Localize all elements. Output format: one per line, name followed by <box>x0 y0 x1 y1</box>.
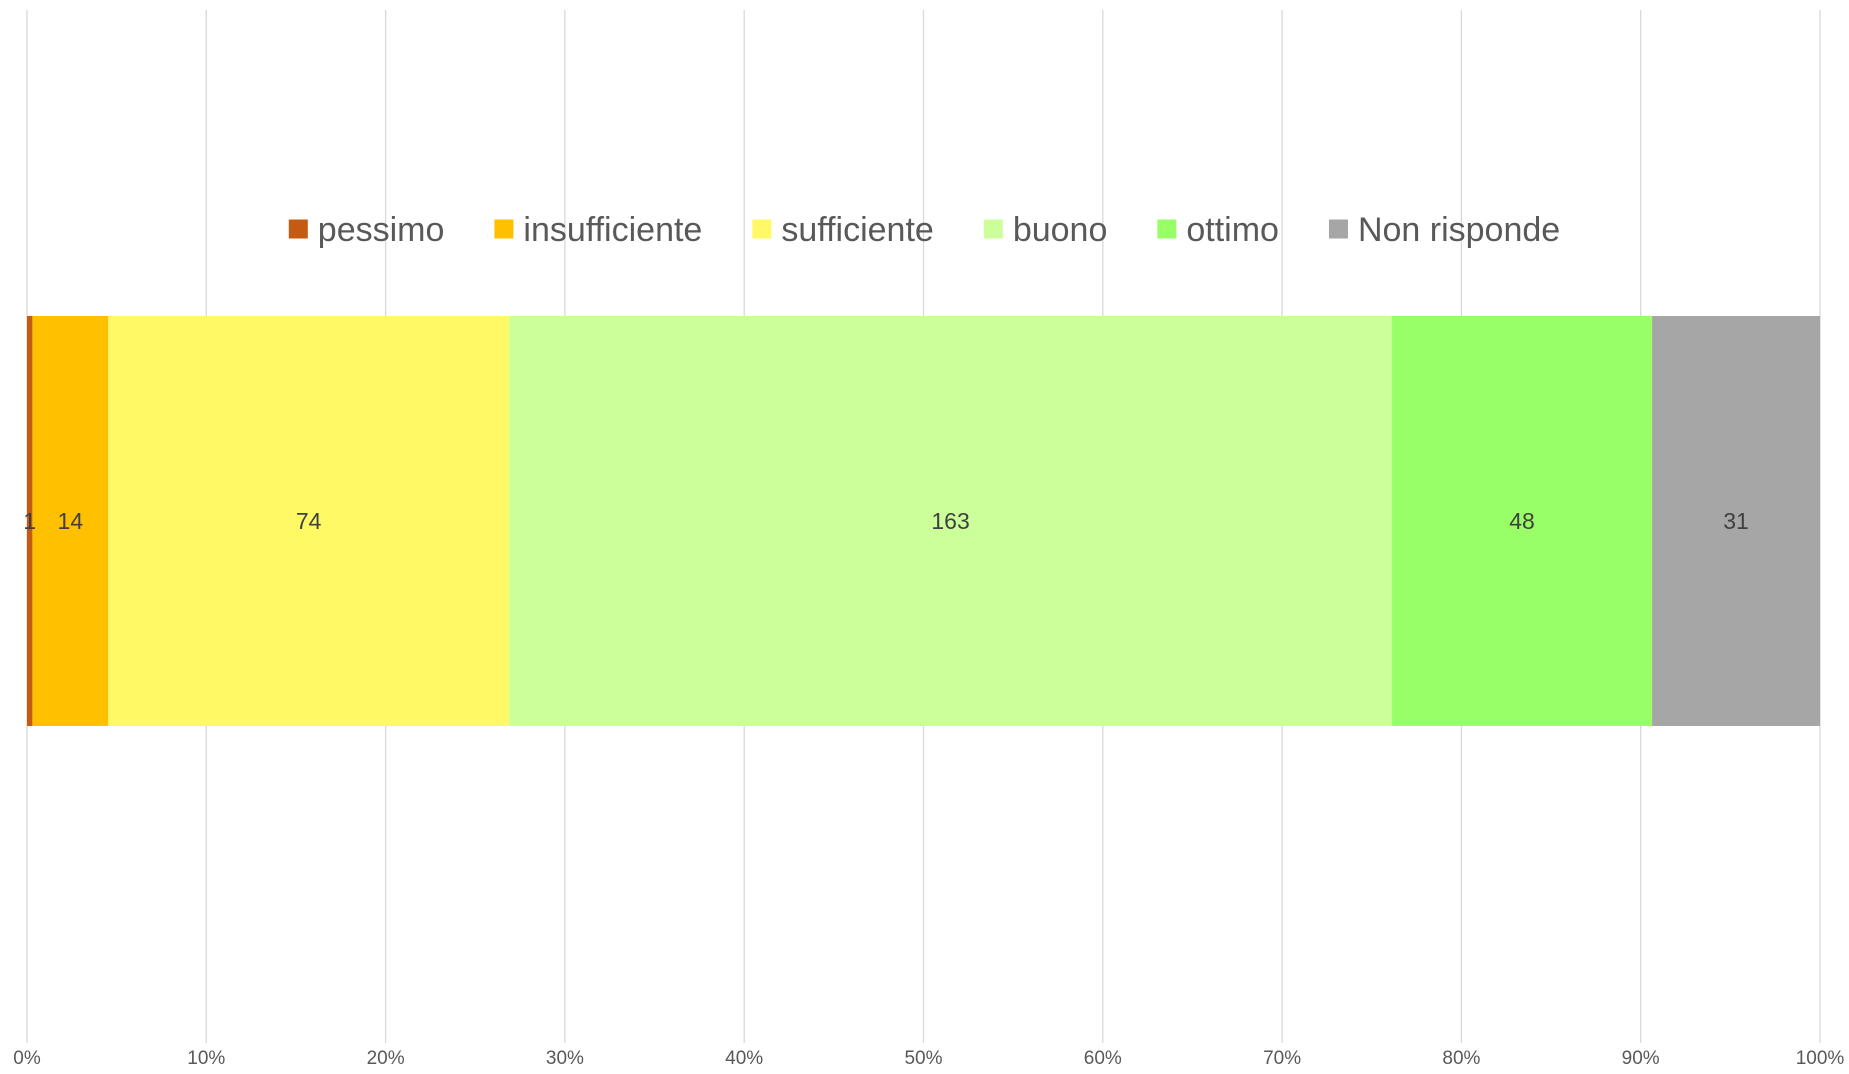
x-axis-tick-labels: 0% 10% 20% 30% 40% 50% 60% 70% 80% 90% 100% <box>13 1048 1844 1069</box>
legend-label: sufficiente <box>781 211 933 249</box>
legend-swatch <box>1157 219 1177 239</box>
x-tick-label: 0% <box>13 1048 41 1069</box>
x-tick-label: 10% <box>187 1048 225 1069</box>
data-label: 48 <box>1509 508 1535 534</box>
legend-swatch <box>494 219 514 239</box>
legend-label: ottimo <box>1186 211 1279 249</box>
x-tick-label: 40% <box>725 1048 763 1069</box>
legend-swatch <box>752 219 772 239</box>
legend: pessimo insufficiente sufficiente buono otti… <box>288 211 1560 249</box>
bar-segment <box>1652 316 1820 726</box>
x-tick-label: 50% <box>904 1048 942 1069</box>
x-tick-label: 100% <box>1796 1048 1845 1069</box>
bar-segments <box>27 316 1820 726</box>
legend-swatch <box>1328 219 1348 239</box>
legend-label: pessimo <box>318 211 445 249</box>
data-label: 14 <box>58 508 84 534</box>
bar-segment <box>27 316 33 726</box>
data-label: 163 <box>931 508 969 534</box>
x-tick-label: 20% <box>367 1048 405 1069</box>
x-tick-label: 90% <box>1622 1048 1660 1069</box>
bar-segment <box>1392 316 1653 726</box>
legend-label: buono <box>1013 211 1108 249</box>
bar-segment <box>108 316 510 726</box>
legend-label: insufficiente <box>523 211 702 249</box>
bar-segment <box>509 316 1393 726</box>
data-label: 74 <box>296 508 322 534</box>
legend-swatch <box>288 219 308 239</box>
data-labels: 1 14 74 163 48 31 <box>23 508 1749 534</box>
data-label: 31 <box>1723 508 1749 534</box>
bar-segment <box>32 316 109 726</box>
x-tick-label: 80% <box>1442 1048 1480 1069</box>
x-tick-label: 70% <box>1263 1048 1301 1069</box>
x-tick-label: 30% <box>546 1048 584 1069</box>
data-label: 1 <box>23 508 36 534</box>
legend-swatch <box>983 219 1003 239</box>
x-tick-label: 60% <box>1084 1048 1122 1069</box>
legend-label: Non risponde <box>1358 211 1560 249</box>
